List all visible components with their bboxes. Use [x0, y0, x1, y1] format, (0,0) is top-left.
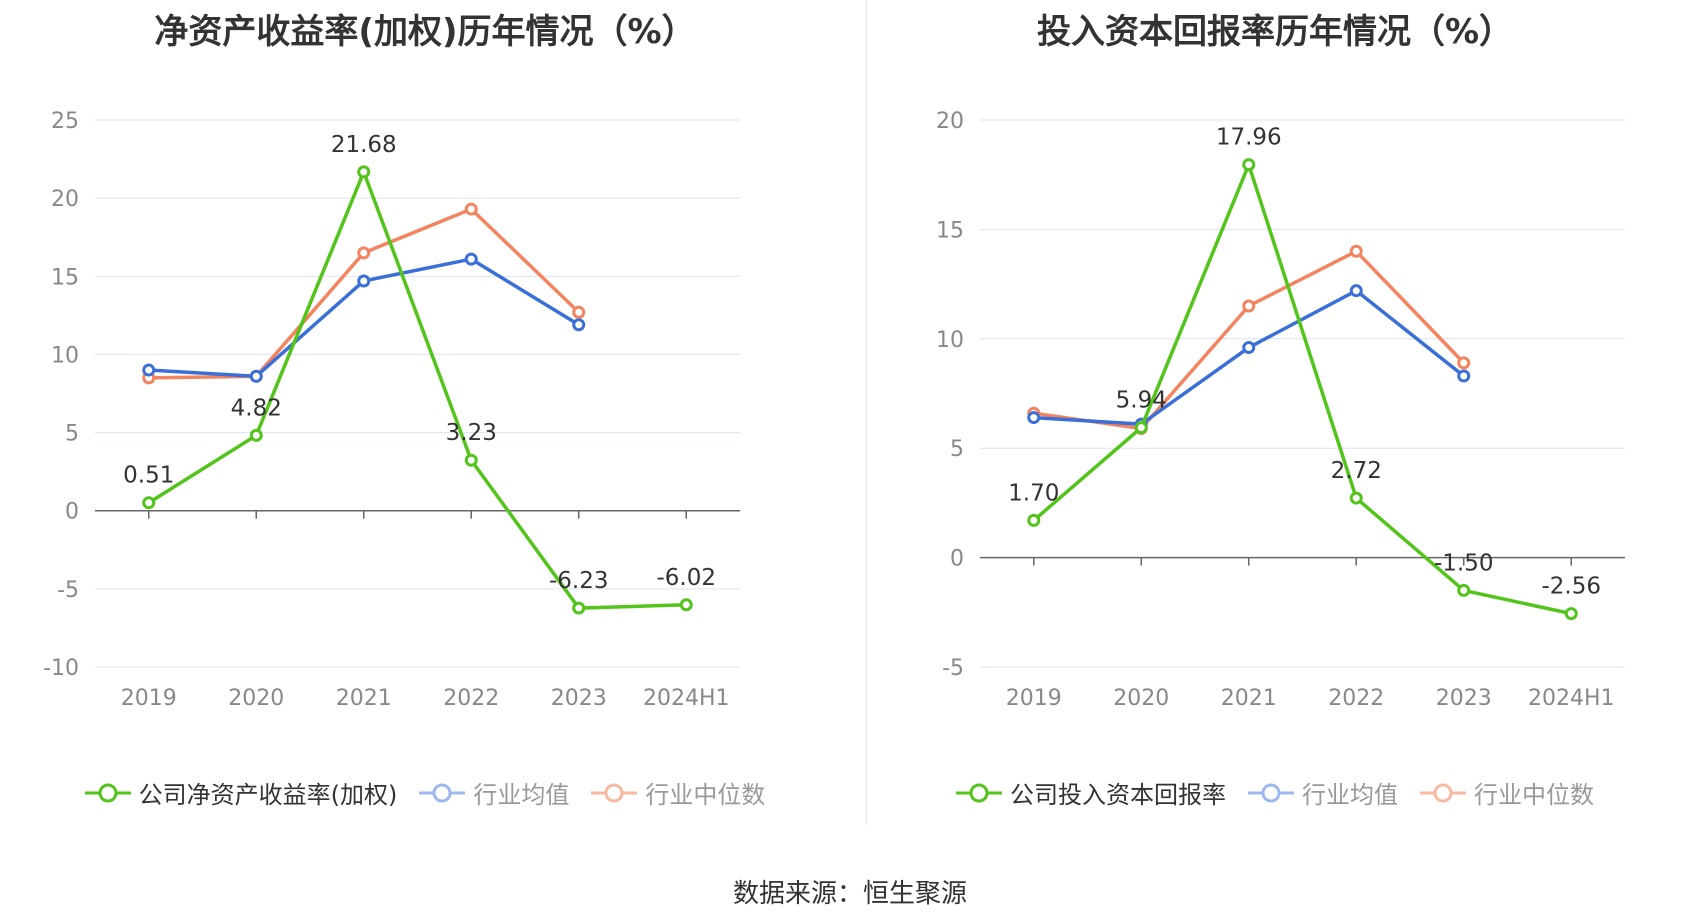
legend-line-marker-icon: [591, 783, 638, 802]
data-label: -6.23: [549, 568, 609, 594]
y-tick-label: 10: [936, 328, 964, 353]
data-label: -6.02: [656, 565, 716, 591]
x-tick-label: 2022: [1328, 686, 1384, 711]
y-tick-label: 5: [950, 437, 964, 462]
roic-chart-plot: 20 15 10 5 0 -5 2019 2020 2021 2022 2023 2024H1 1.70…: [936, 109, 1625, 711]
industry-mean-series-point: [357, 274, 371, 288]
industry-mean-series-point: [1457, 369, 1471, 383]
data-label: 0.51: [123, 463, 174, 489]
company-series-point: [1564, 607, 1578, 621]
company-series-point: [1134, 421, 1148, 435]
company-series-point: [357, 165, 371, 179]
company-series-line: [147, 170, 687, 610]
legend-line-marker-icon: [956, 783, 1002, 802]
data-label: 2.72: [1331, 458, 1382, 484]
legend-item-company-roe[interactable]: 公司净资产收益率(加权): [84, 775, 398, 810]
data-label: 1.70: [1008, 480, 1059, 506]
company-series-point: [249, 428, 263, 442]
x-tick-label: 2019: [121, 686, 177, 711]
y-tick-label: 20: [51, 187, 79, 212]
company-series-point: [464, 453, 478, 467]
y-tick-label: -5: [942, 656, 964, 681]
company-series-point: [142, 496, 156, 510]
legend-line-marker-icon: [84, 783, 131, 802]
legend-item-industry-median[interactable]: 行业中位数: [1420, 775, 1594, 810]
legend-label: 行业均值: [1302, 781, 1398, 809]
panel-divider: [866, 0, 867, 825]
x-tick-label: 2020: [228, 686, 284, 711]
x-tick-label: 2021: [336, 686, 392, 711]
industry-mean-series-point: [1027, 411, 1041, 425]
roic-chart-title: 投入资本回报率历年情况（%）: [1036, 12, 1514, 52]
data-label: -2.56: [1541, 574, 1601, 600]
legend-item-industry-mean[interactable]: 行业均值: [1248, 775, 1398, 810]
legend-item-industry-median[interactable]: 行业中位数: [591, 775, 765, 810]
industry-median-series-line: [1033, 249, 1466, 431]
x-tick-label: 2019: [1006, 686, 1062, 711]
y-tick-label: 5: [65, 422, 79, 447]
legend-item-industry-mean[interactable]: 行业均值: [419, 775, 569, 810]
industry-mean-series-point: [142, 363, 156, 377]
industry-median-series-line: [148, 207, 580, 380]
data-label: 3.23: [446, 420, 497, 446]
company-series-point: [1457, 583, 1471, 597]
data-label: -1.50: [1434, 550, 1494, 576]
legend-line-marker-icon: [1420, 783, 1466, 802]
roic-chart-panel: 投入资本回报率历年情况（%） 20 15 10 5 0 -5 2019 2020 2021 202…: [850, 0, 1700, 830]
x-tick-label: 2024H1: [643, 686, 730, 711]
legend-item-company-roic[interactable]: 公司投入资本回报率: [956, 775, 1226, 810]
data-label: 5.94: [1116, 388, 1167, 414]
data-source-note: 数据来源：恒生聚源: [732, 879, 967, 909]
roe-chart-plot: 25 20 15 10 5 0 -5 -10 2019 2020 2021 2022 2023 2024H…: [43, 109, 740, 711]
industry-mean-series-point: [1242, 341, 1256, 355]
legend-label: 行业中位数: [1474, 781, 1594, 809]
x-tick-label: 2024H1: [1528, 686, 1615, 711]
company-series-point: [1349, 491, 1363, 505]
industry-mean-series-point: [572, 318, 586, 332]
industry-median-series-point: [1457, 356, 1471, 370]
company-series-point: [679, 598, 693, 612]
industry-median-series-point: [357, 246, 371, 260]
y-tick-label: 15: [936, 218, 964, 243]
legend-label: 公司投入资本回报率: [1010, 781, 1226, 809]
y-tick-label: 15: [51, 265, 79, 290]
industry-mean-series-point: [249, 369, 263, 383]
roic-chart-legend: 公司投入资本回报率 行业均值 行业中位数: [850, 775, 1700, 810]
legend-line-marker-icon: [419, 783, 466, 802]
industry-median-series-point: [1242, 299, 1256, 313]
roe-chart-legend: 公司净资产收益率(加权) 行业均值 行业中位数: [0, 775, 850, 810]
legend-label: 行业均值: [473, 781, 570, 809]
legend-label: 行业中位数: [645, 781, 766, 809]
x-tick-label: 2022: [443, 686, 499, 711]
company-series-point: [1242, 158, 1256, 172]
industry-mean-series-point: [464, 252, 478, 266]
data-label: 4.82: [231, 395, 282, 421]
data-label: 17.96: [1216, 125, 1282, 151]
legend-label: 公司净资产收益率(加权): [138, 781, 398, 809]
data-label: 21.68: [331, 132, 397, 158]
industry-mean-series-point: [1349, 284, 1363, 298]
company-series-line: [1032, 162, 1572, 616]
company-series-point: [1027, 513, 1041, 527]
x-tick-label: 2023: [551, 686, 607, 711]
y-tick-label: 25: [51, 109, 79, 134]
roe-chart-panel: 净资产收益率(加权)历年情况（%） 25 20 15 10 5 0 -5 -10 2019 202…: [0, 0, 850, 830]
y-tick-label: 0: [950, 547, 964, 572]
company-series-point: [572, 601, 586, 615]
y-tick-label: -5: [57, 578, 79, 603]
x-tick-label: 2020: [1113, 686, 1169, 711]
industry-median-series-point: [464, 202, 478, 216]
industry-median-series-point: [572, 305, 586, 319]
y-tick-label: -10: [43, 656, 79, 681]
x-tick-label: 2023: [1436, 686, 1492, 711]
x-tick-label: 2021: [1221, 686, 1277, 711]
legend-line-marker-icon: [1248, 783, 1294, 802]
y-tick-label: 0: [65, 500, 79, 525]
y-tick-label: 10: [51, 343, 79, 368]
y-tick-label: 20: [936, 109, 964, 134]
roe-chart-title: 净资产收益率(加权)历年情况（%）: [154, 12, 696, 52]
industry-median-series-point: [1349, 244, 1363, 258]
